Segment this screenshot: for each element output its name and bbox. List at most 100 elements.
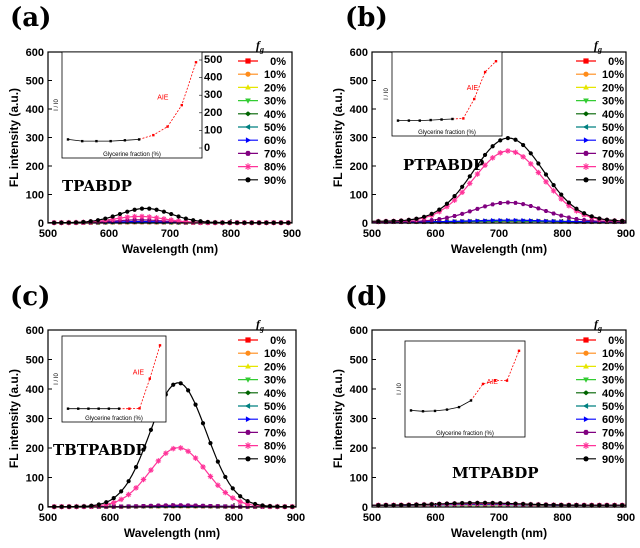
data-point <box>429 218 434 223</box>
data-point <box>111 496 116 501</box>
data-point <box>230 495 236 501</box>
legend-label: 10% <box>264 348 286 360</box>
data-point <box>146 218 152 223</box>
data-point <box>222 489 229 496</box>
data-point <box>581 211 587 216</box>
data-point <box>506 217 511 223</box>
inset-point <box>457 405 461 409</box>
data-point <box>133 485 139 491</box>
legend-marker <box>245 350 251 356</box>
legend-title-g: g <box>259 45 264 54</box>
data-point <box>467 180 473 187</box>
y-tick-label: 100 <box>26 190 44 202</box>
x-tick-label: 700 <box>163 512 181 524</box>
data-point <box>467 500 472 506</box>
inset-point <box>117 407 121 410</box>
data-point <box>497 201 503 206</box>
legend-marker <box>245 84 251 90</box>
data-point <box>437 501 442 506</box>
data-point <box>103 216 108 221</box>
data-point <box>223 474 228 480</box>
inset-chart: AIE Glycerine fraction (%) I / I0 <box>397 340 526 438</box>
data-point <box>437 217 442 222</box>
data-point <box>186 388 191 393</box>
legend-title-g: g <box>597 45 602 54</box>
data-point <box>154 207 159 212</box>
legend-marker <box>582 403 589 409</box>
inset-y-label: I / I0 <box>54 373 60 385</box>
inset-point <box>469 399 473 402</box>
data-point <box>528 161 534 167</box>
data-point <box>230 486 235 491</box>
data-point <box>139 213 145 220</box>
data-point <box>513 200 518 205</box>
y-tick-label: 400 <box>26 104 44 116</box>
compound-label: TBTPABDP <box>53 441 147 459</box>
data-point <box>81 504 87 509</box>
data-point <box>148 467 154 473</box>
data-point <box>475 163 480 168</box>
x-tick-label: 900 <box>287 512 305 524</box>
legend-label: 80% <box>602 162 624 174</box>
panel-letter: (c) <box>10 282 50 312</box>
data-point <box>185 448 191 455</box>
data-point <box>163 450 169 456</box>
legend-label: 30% <box>264 96 286 108</box>
data-point <box>543 502 549 507</box>
panel-letter: (a) <box>10 3 51 33</box>
legend-label: 40% <box>602 388 624 400</box>
data-point <box>536 206 541 211</box>
legend-label: 90% <box>264 175 286 187</box>
inset-point <box>494 60 498 63</box>
data-point <box>544 218 549 224</box>
aie-label: AIE <box>487 379 499 386</box>
inset-point <box>396 119 400 122</box>
data-point <box>406 217 411 222</box>
data-point <box>581 503 587 508</box>
legend-label: 50% <box>602 122 624 134</box>
inset-point <box>87 407 90 410</box>
data-point <box>467 174 472 179</box>
legend-label: 10% <box>602 69 624 81</box>
legend-marker <box>582 442 590 449</box>
legend-marker <box>583 456 589 462</box>
data-point <box>513 137 518 142</box>
data-point <box>117 211 123 217</box>
data-point <box>536 502 541 507</box>
x-tick-label: 900 <box>283 228 301 240</box>
data-point <box>155 458 162 464</box>
data-point <box>444 501 450 506</box>
data-point <box>589 503 594 508</box>
legend-label: 30% <box>264 375 286 387</box>
data-point <box>421 502 427 507</box>
data-point <box>490 218 496 223</box>
legend-label: 50% <box>264 401 286 413</box>
data-point <box>551 211 556 216</box>
data-point <box>452 213 457 218</box>
legend-marker <box>583 98 589 104</box>
y-tick-label: 0 <box>38 502 44 514</box>
y-tick-label: 600 <box>26 47 44 59</box>
data-point <box>460 184 465 189</box>
legend-marker <box>583 58 589 64</box>
inset-tick-label: 100 <box>204 124 222 136</box>
legend-marker <box>245 98 251 104</box>
legend-marker <box>244 163 252 170</box>
data-point <box>132 207 137 212</box>
data-point <box>597 216 602 221</box>
legend-title: fg <box>256 38 264 54</box>
inset-point <box>158 344 162 347</box>
x-tick-label: 600 <box>426 512 444 524</box>
y-axis-label: FL intensity (a.u.) <box>7 88 21 187</box>
legend-label: 0% <box>270 56 286 68</box>
data-point <box>177 445 184 451</box>
data-point <box>566 502 571 508</box>
data-point <box>429 502 434 507</box>
data-point <box>139 206 145 211</box>
legend-marker <box>245 456 251 462</box>
data-point <box>139 217 145 222</box>
y-tick-label: 400 <box>350 104 368 116</box>
data-point <box>193 402 198 407</box>
x-axis-label: Wavelength (nm) <box>451 526 547 540</box>
